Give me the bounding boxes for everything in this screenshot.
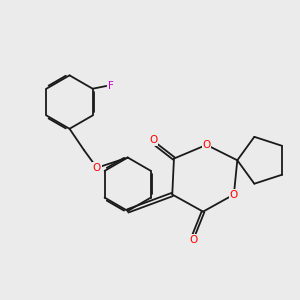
Text: O: O: [93, 163, 101, 173]
Text: F: F: [107, 81, 113, 91]
Text: O: O: [202, 140, 211, 150]
Text: O: O: [189, 235, 198, 245]
Text: O: O: [230, 190, 238, 200]
Text: O: O: [149, 135, 158, 145]
